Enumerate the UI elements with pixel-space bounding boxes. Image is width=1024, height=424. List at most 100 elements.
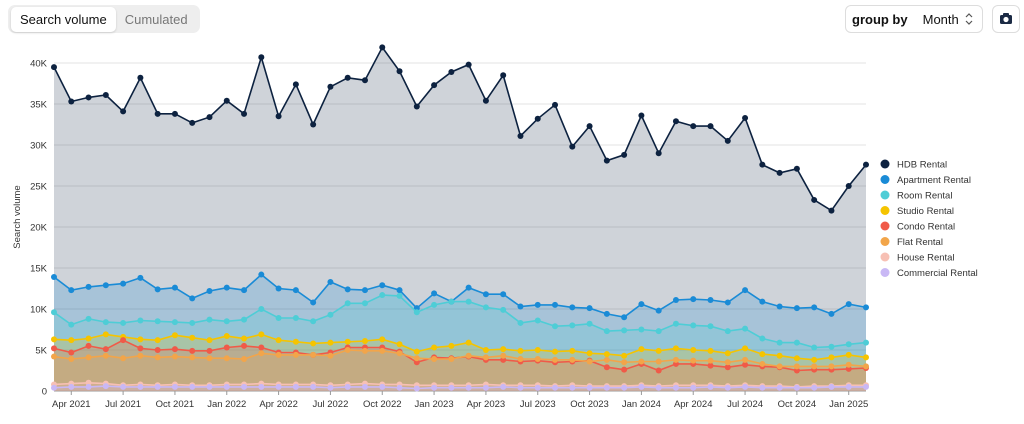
legend-label: House Rental [897,252,955,263]
screenshot-button[interactable] [992,5,1020,33]
point [241,342,248,349]
point [569,384,576,391]
point [206,287,213,294]
point [500,306,507,313]
legend-marker [880,206,890,215]
point [638,358,645,365]
point [413,309,420,316]
point [552,323,559,330]
point [724,299,731,306]
point [413,355,420,362]
point [724,364,731,371]
point [465,339,472,346]
point [811,363,818,370]
point [206,383,213,390]
point [431,301,438,308]
point [552,356,559,363]
point [517,356,524,363]
x-tick-label: Jan 2023 [415,399,454,410]
point [292,338,299,345]
legend-label: Flat Rental [897,237,943,248]
point [586,320,593,327]
x-tick-label: Apr 2023 [467,399,506,410]
point [379,347,386,354]
point [863,339,869,346]
point [863,304,869,311]
point [51,384,57,391]
point [189,354,196,361]
point [655,347,662,354]
x-tick-label: Jul 2024 [727,399,763,410]
point [310,383,317,390]
point [828,354,835,361]
point [793,384,800,391]
legend-label: Studio Rental [897,206,954,217]
point [275,315,282,322]
point [448,298,455,305]
area [54,47,866,392]
point [396,350,403,357]
point [361,337,368,344]
point [189,347,196,354]
point [51,309,57,316]
point [361,77,368,84]
point [85,379,92,386]
tab[interactable]: Cumulated [124,11,188,27]
group-by-value: Month [922,11,959,27]
point [102,352,109,359]
point [68,337,75,344]
point [154,383,161,390]
point [482,291,489,298]
tab[interactable]: Search volume [11,6,116,32]
x-tick-label: Oct 2022 [363,399,402,410]
point [863,383,869,390]
point [845,351,852,358]
point [724,328,731,335]
point [603,351,610,358]
point [742,383,749,390]
point [137,345,144,352]
point [171,284,178,291]
point [413,103,420,110]
view-toggle: Search volume Cumulated [8,5,200,33]
point [500,291,507,298]
point [431,356,438,363]
point [586,123,593,130]
point [51,353,57,360]
point [793,305,800,312]
point [344,74,351,81]
point [120,337,127,344]
point [863,161,869,168]
point [638,383,645,390]
point [621,384,628,391]
point [154,347,161,353]
line [53,273,867,319]
x-tick-label: Apr 2021 [52,399,91,410]
point [569,322,576,329]
point [534,356,541,363]
point [465,284,472,291]
point [85,335,92,342]
point [258,350,265,357]
point [759,360,766,367]
point [379,336,386,343]
point [603,157,610,164]
point [292,287,299,294]
group-by-select[interactable]: group by Month [845,5,983,33]
point [845,341,852,348]
point [534,301,541,308]
x-tick-label: Apr 2022 [259,399,298,410]
point [137,274,144,281]
point [828,310,835,317]
point [68,98,75,105]
point [310,351,317,358]
point [586,358,593,365]
point [811,304,818,311]
point [603,310,610,317]
point [154,337,161,344]
y-tick-label: 25K [30,182,48,193]
point [431,290,438,297]
point [569,347,576,354]
point [189,334,196,341]
